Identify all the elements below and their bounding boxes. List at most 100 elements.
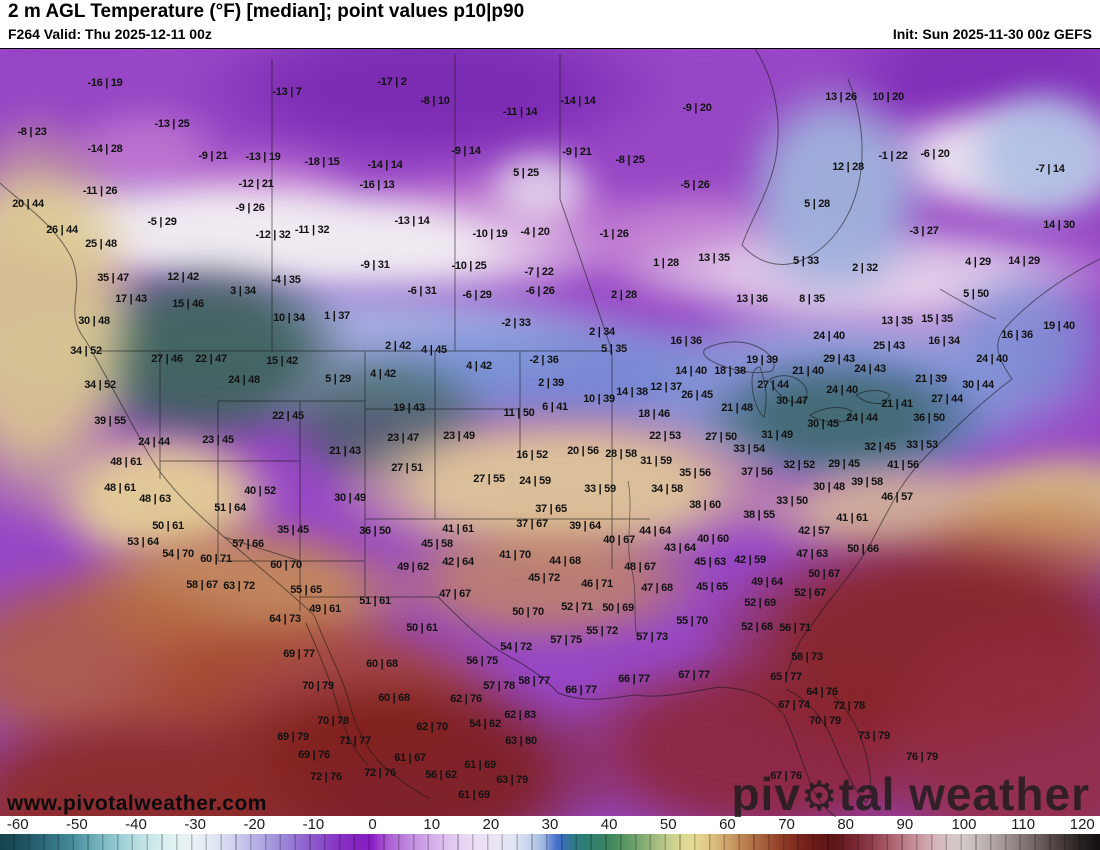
point-value-label: -6 | 20 bbox=[920, 148, 950, 160]
point-value-label: 46 | 57 bbox=[881, 491, 913, 503]
point-value-label: 43 | 64 bbox=[664, 542, 696, 554]
point-value-label: 48 | 63 bbox=[139, 493, 171, 505]
point-value-label: 19 | 40 bbox=[1043, 320, 1075, 332]
colorbar-tick-labels: -60 -50 -40 -30 -20 -10 0 10 20 30 40 50 60 70 80 90 100… bbox=[0, 816, 1100, 834]
point-value-label: 63 | 80 bbox=[505, 735, 537, 747]
point-value-label: 69 | 76 bbox=[298, 749, 330, 761]
point-value-label: 33 | 59 bbox=[584, 483, 616, 495]
colorbar-tick: 10 bbox=[423, 816, 441, 833]
point-value-label: 24 | 43 bbox=[854, 363, 886, 375]
point-value-label: 39 | 55 bbox=[94, 415, 126, 427]
point-value-label: 22 | 47 bbox=[195, 353, 227, 365]
point-value-label: 41 | 61 bbox=[836, 512, 868, 524]
point-value-label: 66 | 77 bbox=[565, 684, 597, 696]
point-value-label: 57 | 73 bbox=[636, 631, 668, 643]
point-value-label: 14 | 29 bbox=[1008, 255, 1040, 267]
point-value-label: 60 | 71 bbox=[200, 553, 232, 565]
point-value-label: -6 | 26 bbox=[525, 285, 555, 297]
point-value-label: -6 | 29 bbox=[462, 289, 492, 301]
point-value-label: 33 | 50 bbox=[776, 495, 808, 507]
point-value-label: 46 | 71 bbox=[581, 578, 613, 590]
field-layer bbox=[960, 79, 1100, 229]
point-value-label: 21 | 41 bbox=[881, 398, 913, 410]
point-value-label: 34 | 52 bbox=[84, 379, 116, 391]
point-value-label: -8 | 25 bbox=[615, 154, 645, 166]
point-values-layer: -16 | 19 -13 | 7 -8 | 23 -13 | 25 -14 | 28 -9… bbox=[0, 49, 1100, 817]
point-value-label: -5 | 26 bbox=[680, 179, 710, 191]
point-value-label: 51 | 61 bbox=[359, 595, 391, 607]
point-value-label: 50 | 67 bbox=[808, 568, 840, 580]
point-value-label: 72 | 76 bbox=[310, 771, 342, 783]
point-value-label: 63 | 79 bbox=[496, 774, 528, 786]
point-value-label: 5 | 25 bbox=[513, 167, 539, 179]
point-value-label: 15 | 42 bbox=[266, 355, 298, 367]
point-value-label: 65 | 77 bbox=[770, 671, 802, 683]
point-value-label: 60 | 68 bbox=[366, 658, 398, 670]
point-value-label: 70 | 79 bbox=[809, 715, 841, 727]
colorbar-tick: -50 bbox=[66, 816, 88, 833]
point-value-label: 48 | 61 bbox=[110, 456, 142, 468]
point-value-label: 69 | 77 bbox=[283, 648, 315, 660]
point-value-label: 55 | 72 bbox=[586, 625, 618, 637]
point-value-label: 16 | 34 bbox=[928, 335, 960, 347]
point-value-label: -9 | 21 bbox=[562, 146, 592, 158]
point-value-label: 10 | 39 bbox=[583, 393, 615, 405]
point-value-label: 52 | 67 bbox=[794, 587, 826, 599]
point-value-label: 67 | 76 bbox=[770, 770, 802, 782]
point-value-label: 69 | 79 bbox=[277, 731, 309, 743]
point-value-label: 1 | 37 bbox=[324, 310, 350, 322]
point-value-label: 62 | 70 bbox=[416, 721, 448, 733]
valid-time-label: F264 Valid: Thu 2025-12-11 00z bbox=[8, 26, 212, 42]
point-value-label: -14 | 28 bbox=[87, 143, 123, 155]
point-value-label: -17 | 2 bbox=[377, 76, 407, 88]
point-value-label: 54 | 70 bbox=[162, 548, 194, 560]
point-value-label: 64 | 73 bbox=[269, 613, 301, 625]
point-value-label: 21 | 43 bbox=[329, 445, 361, 457]
point-value-label: 31 | 59 bbox=[640, 455, 672, 467]
point-value-label: -5 | 29 bbox=[147, 216, 177, 228]
point-value-label: 57 | 78 bbox=[483, 680, 515, 692]
point-value-label: 40 | 52 bbox=[244, 485, 276, 497]
point-value-label: 70 | 79 bbox=[302, 680, 334, 692]
colorbar-tick: 30 bbox=[541, 816, 559, 833]
point-value-label: -11 | 32 bbox=[294, 224, 330, 236]
point-value-label: 14 | 40 bbox=[675, 365, 707, 377]
point-value-label: 58 | 73 bbox=[791, 651, 823, 663]
point-value-label: 22 | 45 bbox=[272, 410, 304, 422]
pivotal-weather-logo: piv⚙tal weather bbox=[731, 767, 1090, 818]
point-value-label: 32 | 45 bbox=[864, 441, 896, 453]
point-value-label: 41 | 70 bbox=[499, 549, 531, 561]
point-value-label: 41 | 56 bbox=[887, 459, 919, 471]
point-value-label: 73 | 79 bbox=[858, 730, 890, 742]
point-value-label: 58 | 77 bbox=[518, 675, 550, 687]
point-value-label: 8 | 35 bbox=[799, 293, 825, 305]
colorbar-tick: 120 bbox=[1069, 816, 1095, 833]
point-value-label: 50 | 61 bbox=[152, 520, 184, 532]
point-value-label: -11 | 26 bbox=[82, 185, 118, 197]
point-value-label: 29 | 45 bbox=[828, 458, 860, 470]
point-value-label: 13 | 26 bbox=[825, 91, 857, 103]
point-value-label: -4 | 20 bbox=[520, 226, 550, 238]
logo-text-right: tal weather bbox=[838, 768, 1090, 818]
point-value-label: 14 | 38 bbox=[616, 386, 648, 398]
point-value-label: 51 | 64 bbox=[214, 502, 246, 514]
point-value-label: 38 | 55 bbox=[743, 509, 775, 521]
point-value-label: 4 | 42 bbox=[370, 368, 396, 380]
point-value-label: 61 | 67 bbox=[394, 752, 426, 764]
point-value-label: 6 | 41 bbox=[542, 401, 568, 413]
point-value-label: 47 | 67 bbox=[439, 588, 471, 600]
point-value-label: 33 | 54 bbox=[733, 443, 765, 455]
point-value-label: 13 | 36 bbox=[736, 293, 768, 305]
point-value-label: 48 | 61 bbox=[104, 482, 136, 494]
point-value-label: 47 | 63 bbox=[796, 548, 828, 560]
point-value-label: 20 | 44 bbox=[12, 198, 44, 210]
colorbar-tick: -60 bbox=[6, 816, 29, 833]
colorbar-tick: 100 bbox=[951, 816, 977, 833]
point-value-label: 3 | 34 bbox=[230, 285, 256, 297]
point-value-label: -10 | 19 bbox=[472, 228, 508, 240]
point-value-label: 27 | 46 bbox=[151, 353, 183, 365]
point-value-label: 14 | 30 bbox=[1043, 219, 1075, 231]
point-value-label: 21 | 40 bbox=[792, 365, 824, 377]
point-value-label: 21 | 48 bbox=[721, 402, 753, 414]
point-value-label: 27 | 55 bbox=[473, 473, 505, 485]
